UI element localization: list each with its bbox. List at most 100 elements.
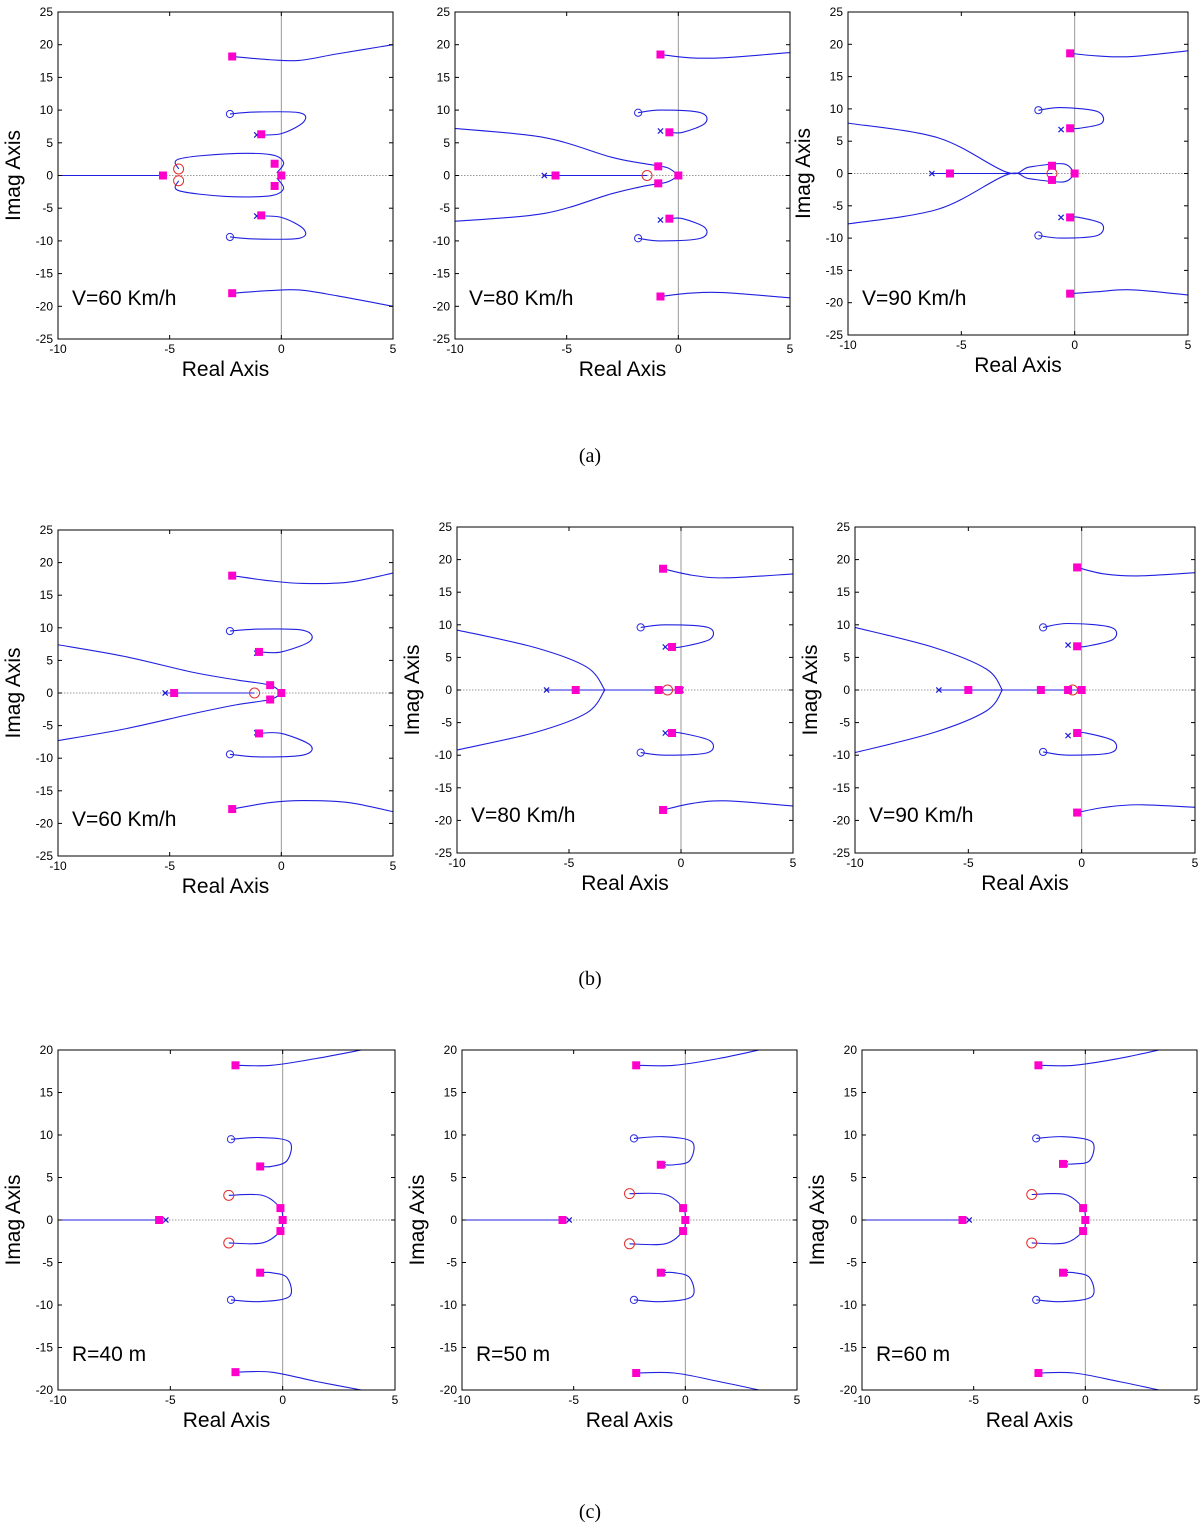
y-tick-label: -5 bbox=[441, 716, 452, 730]
locus-branch-1 bbox=[662, 568, 793, 579]
pole-marker bbox=[1058, 214, 1065, 221]
zero-marker-red bbox=[249, 687, 261, 699]
x-axis-label: Real Axis bbox=[183, 1409, 271, 1432]
locus-branch-4 bbox=[640, 731, 715, 756]
x-tick-label: 0 bbox=[278, 859, 285, 873]
closed-loop-marker bbox=[659, 805, 668, 814]
closed-loop-marker bbox=[964, 686, 973, 694]
locus-group bbox=[462, 1050, 760, 1390]
y-tick-label: 25 bbox=[837, 520, 851, 534]
locus-branch-1 bbox=[232, 44, 393, 62]
x-tick-label: -5 bbox=[968, 1393, 979, 1407]
zero-marker bbox=[634, 234, 643, 243]
y-tick-label: 15 bbox=[439, 585, 453, 599]
closed-loop-marker bbox=[656, 292, 665, 301]
y-tick-label: 0 bbox=[850, 1213, 857, 1227]
closed-loop-marker bbox=[231, 1061, 240, 1070]
locus-branch-6 bbox=[228, 1219, 284, 1245]
y-tick-label: -10 bbox=[36, 1298, 54, 1312]
y-tick-label: -15 bbox=[433, 267, 451, 281]
closed-loop-marker bbox=[278, 1216, 287, 1224]
y-tick-label: -15 bbox=[440, 1341, 458, 1355]
zero-marker-red bbox=[1026, 1189, 1038, 1200]
y-tick-label: -5 bbox=[846, 1256, 857, 1270]
locus-branch-3 bbox=[1036, 1136, 1095, 1165]
y-tick-label: 0 bbox=[46, 1213, 53, 1227]
locus-branch-3 bbox=[229, 628, 313, 654]
y-tick-label: 10 bbox=[439, 618, 453, 632]
closed-loop-marker bbox=[170, 689, 179, 697]
panel-4: -10 -5 0 5 -25 -20 -15 -10 -5 0 5 10 15 20 25 Real Axis… bbox=[2, 523, 397, 898]
closed-loop-marker bbox=[1079, 1204, 1088, 1213]
locus-branch-1 bbox=[1038, 1050, 1160, 1067]
zero-marker-red bbox=[223, 1189, 235, 1201]
y-tick-label: 5 bbox=[850, 1171, 857, 1185]
panel-6: -10 -5 0 5 -25 -20 -15 -10 -5 0 5 10 15 20 25 Real Axis… bbox=[799, 520, 1199, 895]
locus-branch-6 bbox=[855, 689, 1003, 754]
y-tick-label: -15 bbox=[36, 267, 54, 281]
locus-branch-6 bbox=[629, 1219, 686, 1246]
closed-loop-marker bbox=[1066, 49, 1075, 58]
zero-marker bbox=[225, 750, 235, 759]
locus-group bbox=[457, 568, 793, 811]
y-axis-label: Imag Axis bbox=[799, 644, 822, 735]
y-tick-label: -20 bbox=[36, 1383, 54, 1397]
zero-marker bbox=[636, 623, 645, 632]
pole-marker bbox=[543, 686, 550, 694]
panel-5: -10 -5 0 5 -25 -20 -15 -10 -5 0 5 10 15 20 25 Real Axis… bbox=[401, 520, 797, 895]
locus-branch-4 bbox=[230, 1271, 293, 1303]
closed-loop-marker bbox=[1066, 289, 1075, 298]
y-tick-label: 20 bbox=[844, 1043, 858, 1057]
x-tick-label: 5 bbox=[787, 342, 794, 356]
caption-c: (c) bbox=[579, 1501, 601, 1523]
y-tick-label: 25 bbox=[40, 5, 54, 19]
y-tick-label: 20 bbox=[40, 1043, 54, 1057]
y-tick-label: 15 bbox=[40, 1086, 54, 1100]
zero-marker bbox=[1034, 231, 1043, 240]
y-tick-label: 25 bbox=[439, 520, 453, 534]
y-tick-label: -10 bbox=[826, 231, 844, 245]
closed-loop-marker bbox=[1073, 642, 1082, 651]
x-tick-label: -5 bbox=[568, 1393, 579, 1407]
y-tick-label: 10 bbox=[844, 1128, 858, 1142]
x-tick-label: 5 bbox=[1192, 856, 1199, 870]
x-tick-label: 0 bbox=[675, 342, 682, 356]
closed-loop-marker bbox=[1048, 161, 1056, 170]
pole-marker bbox=[162, 689, 169, 697]
pole-marker bbox=[566, 1216, 573, 1224]
x-tick-label: -10 bbox=[49, 342, 67, 356]
y-tick-label: -5 bbox=[42, 1256, 53, 1270]
locus-branch-4 bbox=[229, 732, 313, 758]
condition-label: V=90 Km/h bbox=[862, 287, 966, 310]
closed-loop-marker bbox=[654, 179, 663, 188]
locus-branch-2 bbox=[1038, 1371, 1160, 1390]
y-tick-label: 5 bbox=[443, 136, 450, 150]
locus-branch-4 bbox=[638, 217, 708, 242]
closed-loop-marker bbox=[558, 1216, 567, 1224]
x-tick-label: 5 bbox=[790, 856, 797, 870]
closed-loop-marker bbox=[665, 128, 674, 137]
zero-marker bbox=[636, 748, 645, 757]
closed-loop-marker bbox=[551, 171, 560, 180]
locus-branch-1 bbox=[660, 51, 790, 59]
y-tick-label: -5 bbox=[439, 201, 450, 215]
pole-marker bbox=[1065, 641, 1072, 649]
condition-label: R=40 m bbox=[72, 1343, 146, 1366]
x-tick-label: 5 bbox=[1194, 1393, 1200, 1407]
x-axis-label: Real Axis bbox=[182, 358, 270, 381]
pole-marker bbox=[657, 216, 664, 223]
x-axis-label: Real Axis bbox=[981, 872, 1069, 895]
x-tick-label: -5 bbox=[164, 342, 175, 356]
locus-branch-2 bbox=[232, 800, 393, 813]
y-tick-label: -10 bbox=[440, 1298, 458, 1312]
closed-loop-marker bbox=[1073, 729, 1082, 738]
locus-branch-5 bbox=[455, 127, 679, 176]
closed-loop-marker bbox=[255, 647, 263, 656]
y-tick-label: 0 bbox=[443, 169, 450, 183]
closed-loop-marker bbox=[1079, 1227, 1088, 1236]
x-tick-label: -5 bbox=[165, 1393, 176, 1407]
y-tick-label: 15 bbox=[844, 1086, 858, 1100]
zero-marker bbox=[629, 1295, 639, 1305]
closed-loop-marker bbox=[277, 171, 286, 180]
y-axis-label: Imag Axis bbox=[806, 1174, 829, 1265]
